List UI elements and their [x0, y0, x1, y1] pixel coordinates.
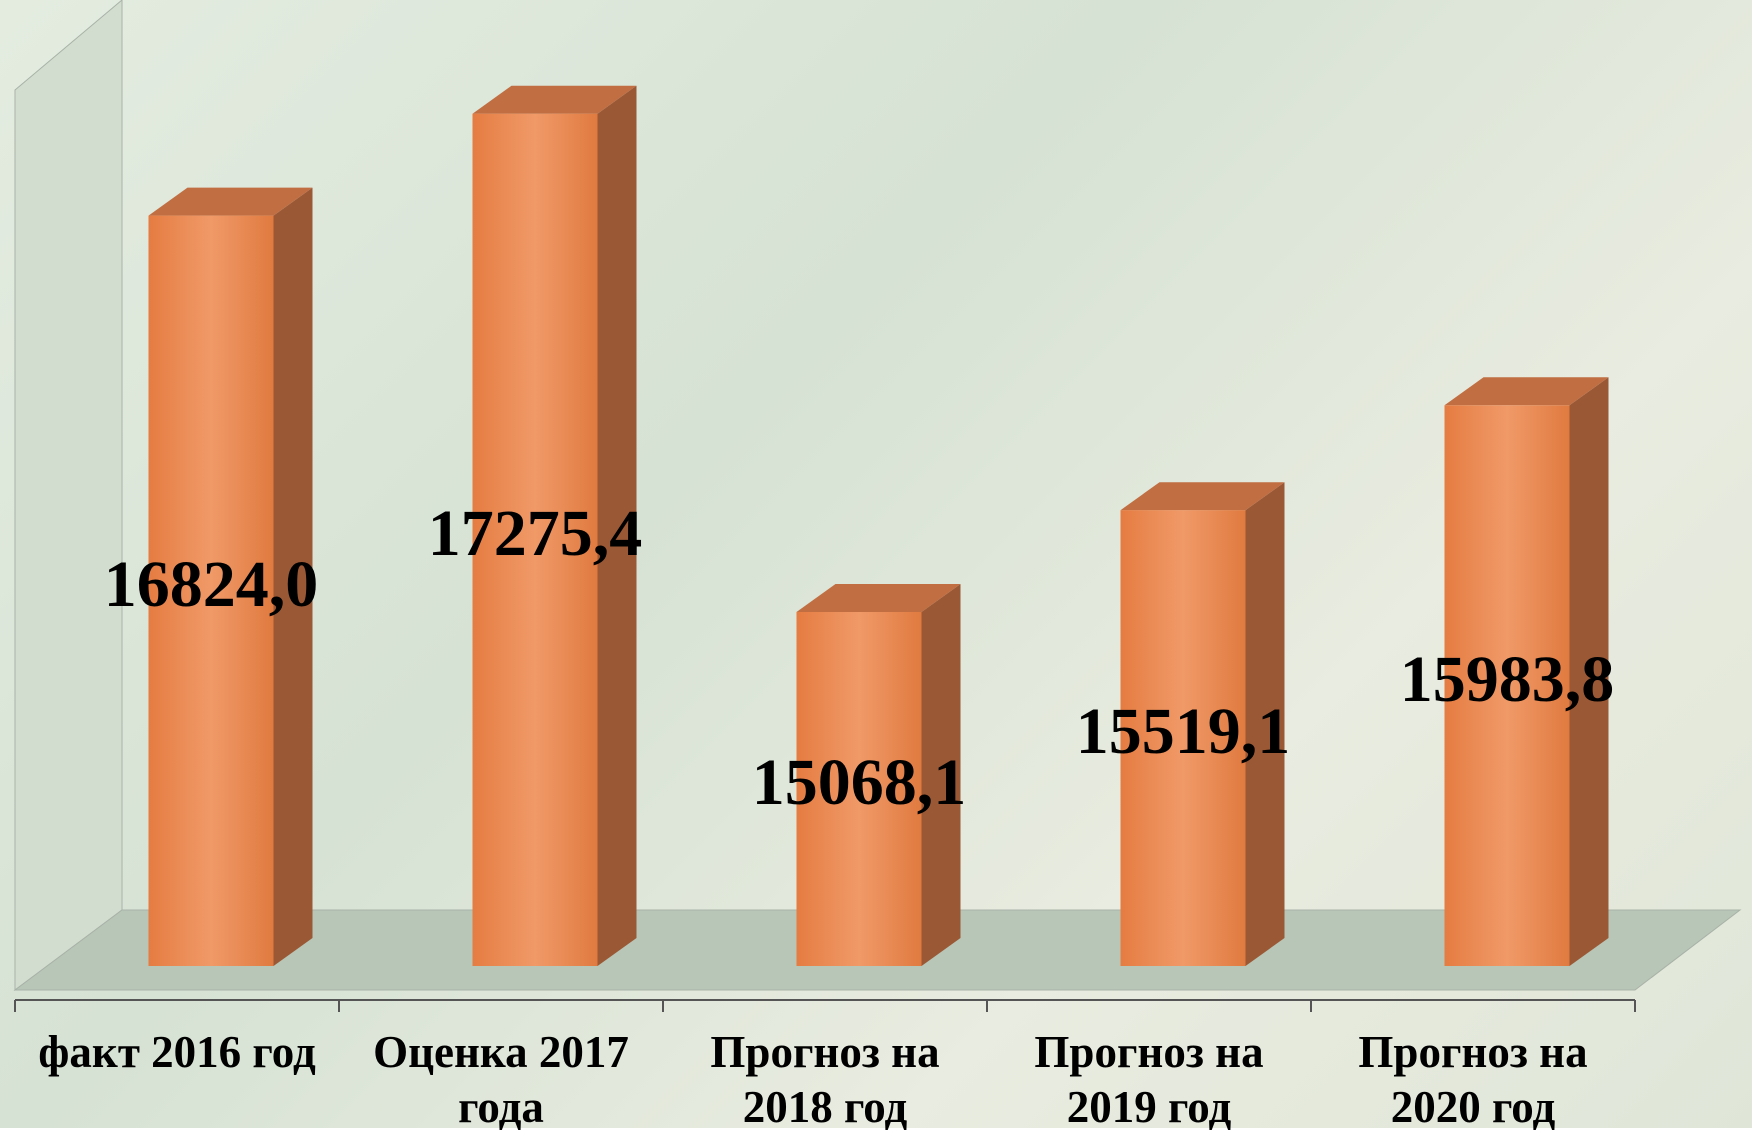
chart: 16824,0 17275,4 15068,1 15519,1 15983,8 факт…	[0, 0, 1752, 1128]
x-tick-label: Прогноз на 2018 год	[675, 1025, 975, 1135]
value-label: 15068,1	[752, 746, 967, 819]
value-label: 15519,1	[1076, 695, 1291, 768]
x-tick-label: Оценка 2017 года	[351, 1025, 651, 1135]
chart-svg: 16824,0 17275,4 15068,1 15519,1 15983,8	[0, 0, 1752, 1128]
x-tick-label: факт 2016 год	[27, 1025, 327, 1080]
x-tick-label: Прогноз на 2020 год	[1323, 1025, 1623, 1135]
value-label: 16824,0	[104, 548, 319, 621]
left-wall	[15, 0, 122, 990]
value-label: 17275,4	[428, 497, 643, 570]
x-tick-label: Прогноз на 2019 год	[999, 1025, 1299, 1135]
value-label: 15983,8	[1400, 643, 1615, 716]
